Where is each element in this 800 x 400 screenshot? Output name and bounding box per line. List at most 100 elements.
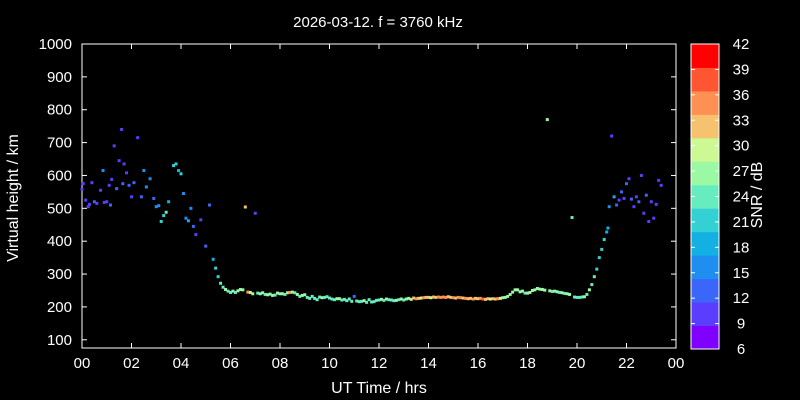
- data-point: [606, 226, 610, 230]
- data-point: [285, 291, 289, 295]
- data-point: [632, 205, 636, 209]
- data-point: [625, 182, 628, 186]
- y-axis-label: Virtual height / km: [5, 134, 22, 262]
- data-point: [231, 289, 235, 293]
- data-point: [370, 300, 374, 304]
- data-point: [506, 294, 510, 298]
- data-point: [568, 292, 572, 296]
- data-point: [649, 200, 653, 204]
- data-point: [582, 295, 586, 299]
- data-point: [261, 291, 265, 295]
- y-tick-label: 200: [47, 299, 72, 316]
- data-point: [132, 181, 136, 185]
- data-point: [110, 177, 114, 181]
- data-point: [397, 298, 401, 302]
- data-point: [241, 288, 245, 292]
- data-point: [243, 205, 247, 209]
- data-point: [523, 291, 527, 295]
- data-point: [466, 297, 470, 301]
- colorbar-tick-label: 9: [737, 316, 745, 333]
- data-point: [387, 298, 391, 302]
- data-point: [553, 289, 557, 293]
- data-point: [199, 218, 203, 222]
- data-point: [575, 295, 579, 299]
- colorbar-tick-label: 27: [733, 163, 750, 180]
- data-point: [152, 196, 156, 200]
- data-point: [474, 296, 478, 300]
- data-point: [513, 288, 517, 292]
- y-tick-label: 500: [47, 200, 72, 217]
- y-tick-label: 900: [47, 69, 72, 86]
- data-point: [652, 216, 656, 220]
- data-point: [276, 291, 280, 295]
- data-point: [595, 267, 599, 271]
- data-point: [214, 266, 218, 270]
- data-point: [570, 216, 574, 220]
- data-point: [451, 296, 455, 300]
- data-point: [95, 201, 99, 205]
- data-point: [365, 300, 369, 304]
- data-point: [256, 291, 260, 295]
- data-point: [328, 296, 331, 300]
- data-point: [167, 200, 171, 204]
- data-point: [159, 219, 163, 223]
- data-point: [612, 195, 616, 199]
- data-point: [543, 288, 547, 292]
- data-point: [191, 224, 195, 228]
- colorbar-tick-label: 42: [733, 36, 750, 53]
- axes: 00 02 04 06 08 10 12 14 16 18 20 22 0010020030040050…: [39, 36, 685, 372]
- y-tick-label: 1000: [39, 36, 72, 53]
- data-point: [101, 169, 105, 173]
- data-point: [258, 292, 262, 296]
- data-point: [86, 205, 90, 209]
- colorbar-tick-label: 12: [733, 290, 750, 307]
- data-point: [558, 290, 562, 294]
- data-point: [424, 295, 428, 299]
- data-point: [610, 134, 614, 138]
- data-point: [313, 296, 317, 300]
- data-point: [399, 297, 403, 301]
- data-point: [642, 211, 646, 215]
- data-point: [219, 281, 223, 285]
- data-point: [592, 275, 596, 279]
- colorbar-tick-label: 33: [733, 112, 750, 129]
- data-point: [392, 299, 396, 303]
- data-point: [162, 214, 166, 218]
- data-point: [602, 238, 606, 242]
- data-point: [253, 211, 257, 215]
- data-point: [634, 195, 638, 199]
- data-point: [266, 293, 270, 297]
- data-point: [402, 298, 406, 302]
- data-point: [300, 293, 304, 297]
- data-point: [194, 233, 198, 237]
- colorbar-tick-label: 6: [737, 341, 745, 358]
- y-tick-label: 800: [47, 102, 72, 119]
- data-point: [238, 288, 242, 292]
- data-point: [491, 297, 495, 301]
- data-point: [112, 144, 116, 148]
- data-point: [315, 298, 319, 302]
- data-point: [233, 290, 237, 294]
- data-point: [122, 162, 126, 166]
- data-point: [148, 177, 152, 181]
- data-point: [417, 296, 421, 300]
- data-point: [384, 297, 388, 301]
- data-point: [394, 298, 398, 302]
- data-point: [305, 295, 309, 299]
- data-point: [563, 291, 567, 295]
- colorbar-tick-label: 39: [733, 61, 750, 78]
- data-point: [471, 297, 475, 301]
- data-point: [179, 172, 183, 176]
- data-point: [429, 296, 433, 300]
- data-point: [620, 190, 624, 194]
- data-point: [207, 203, 211, 207]
- colorbar-swatch: [691, 161, 719, 186]
- data-point: [246, 290, 250, 294]
- data-point: [530, 288, 534, 292]
- data-point: [521, 289, 525, 293]
- colorbar-swatch: [691, 208, 719, 233]
- data-point: [617, 198, 621, 202]
- colorbar-swatch: [691, 67, 719, 92]
- data-point: [545, 118, 549, 122]
- x-tick-label: 16: [470, 355, 487, 372]
